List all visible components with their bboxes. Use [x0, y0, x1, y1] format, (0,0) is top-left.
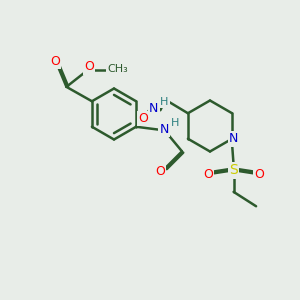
Text: O: O: [254, 168, 264, 181]
Text: O: O: [155, 165, 165, 178]
Text: N: N: [159, 123, 169, 136]
Text: O: O: [203, 168, 213, 181]
Text: N: N: [149, 102, 158, 115]
Text: CH₃: CH₃: [107, 64, 128, 74]
Text: O: O: [138, 112, 148, 125]
Text: O: O: [50, 55, 60, 68]
Text: H: H: [160, 97, 168, 107]
Text: O: O: [84, 60, 94, 73]
Text: H: H: [171, 118, 179, 128]
Text: S: S: [229, 163, 238, 177]
Text: N: N: [229, 132, 238, 145]
